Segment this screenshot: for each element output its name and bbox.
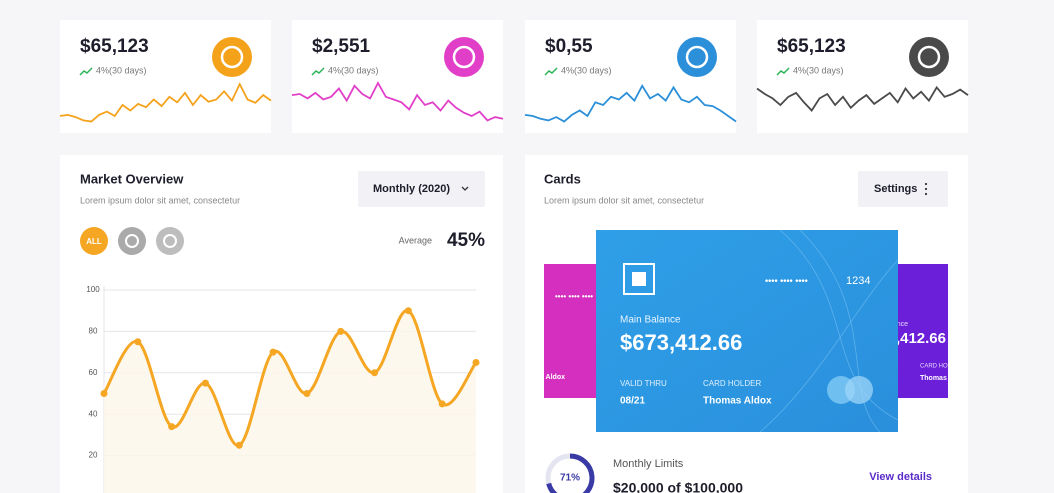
limit-percent: 71% (560, 473, 580, 484)
trend-icon (544, 67, 558, 76)
limit-label: Monthly Limits (613, 458, 684, 470)
point (201, 379, 209, 387)
filter-coin-inner (163, 234, 177, 248)
dropdown[interactable] (358, 171, 485, 207)
filter-all-label: ALL (86, 237, 102, 246)
chevron (461, 186, 469, 191)
filter-coin[interactable] (118, 227, 146, 255)
filter-coin-inner (125, 234, 139, 248)
view-details[interactable]: View details (869, 471, 932, 483)
chip-icon (623, 263, 655, 295)
point (168, 423, 176, 431)
card-last4: 1234 (846, 275, 870, 287)
average-label: Average (399, 235, 432, 245)
brand-circle (845, 376, 873, 404)
price: $65,123 (777, 36, 846, 57)
point (438, 400, 446, 408)
point (472, 358, 480, 366)
point (269, 348, 277, 356)
coin-icon (212, 37, 252, 77)
price: $2,551 (312, 36, 371, 57)
coin-icon (909, 37, 949, 77)
card-wave (759, 229, 899, 433)
sparkline (59, 82, 272, 123)
coin-icon-inner (220, 45, 244, 69)
card-balance: $673,412.66 (620, 330, 742, 355)
change: 4%(30 days) (96, 65, 147, 75)
card-holder-label: CARD HOLDER (920, 364, 964, 370)
y-tick-label: 20 (89, 451, 98, 460)
price: $0,55 (545, 36, 593, 57)
area (104, 310, 476, 493)
price: $65,123 (80, 36, 149, 57)
settings-label: Settings (874, 183, 917, 195)
card-stack: •••• •••• •••• VALID THRU Thomas Aldox Main… (517, 229, 968, 433)
y-tick-label: 80 (89, 327, 98, 336)
point (337, 327, 345, 335)
coin-icon-inner (685, 45, 709, 69)
kebab-dot (924, 182, 928, 186)
coin-icon (677, 37, 717, 77)
change: 4%(30 days) (561, 65, 612, 75)
card-valid-label: VALID THRU (620, 379, 667, 388)
filter-all[interactable] (80, 227, 108, 255)
trend-icon (79, 67, 93, 76)
y-tick-label: 40 (89, 409, 98, 418)
panel-title: Cards (544, 171, 581, 186)
point (404, 307, 412, 315)
panel-subtitle: Lorem ipsum dolor sit amet, consectetur (80, 195, 240, 205)
sparkline (756, 85, 969, 112)
panel-title: Market Overview (80, 171, 184, 186)
filter-coin[interactable] (156, 227, 184, 255)
coin-icon-inner (452, 45, 476, 69)
point (134, 338, 142, 346)
coin-icon-inner (917, 45, 941, 69)
limit-arc (546, 453, 595, 493)
card-number: •••• •••• •••• (555, 292, 593, 301)
card-holder: Thomas Aldox (517, 374, 565, 381)
sparkline (524, 83, 737, 123)
card-holder: Thomas Aldox (920, 375, 968, 382)
settings-button[interactable] (858, 171, 948, 207)
card-balance-label: Main Balance (620, 315, 681, 326)
change: 4%(30 days) (793, 65, 844, 75)
y-tick-label: 100 (86, 285, 100, 294)
point (235, 441, 243, 449)
y-tick-label: 60 (89, 368, 98, 377)
card-holder-label: CARD HOLDER (703, 379, 761, 388)
coin-icon (444, 37, 484, 77)
kebab-dot (924, 192, 928, 196)
trend-icon (311, 67, 325, 76)
chip-core (632, 272, 646, 286)
sparkline (291, 81, 504, 122)
kebab-dot (924, 187, 928, 191)
point (303, 390, 311, 397)
panel-subtitle: Lorem ipsum dolor sit amet, consectetur (544, 195, 704, 205)
dropdown-label: Monthly (2020) (373, 183, 450, 195)
card-holder: Thomas Aldox (703, 396, 772, 407)
trend-icon (776, 67, 790, 76)
point (100, 390, 108, 397)
card-number: •••• •••• •••• (765, 275, 808, 285)
change: 4%(30 days) (328, 65, 379, 75)
card-valid: 08/21 (620, 396, 645, 407)
point (371, 369, 379, 377)
limit-amount: $20,000 of $100,000 (613, 480, 743, 493)
average-value: 45% (447, 230, 485, 251)
